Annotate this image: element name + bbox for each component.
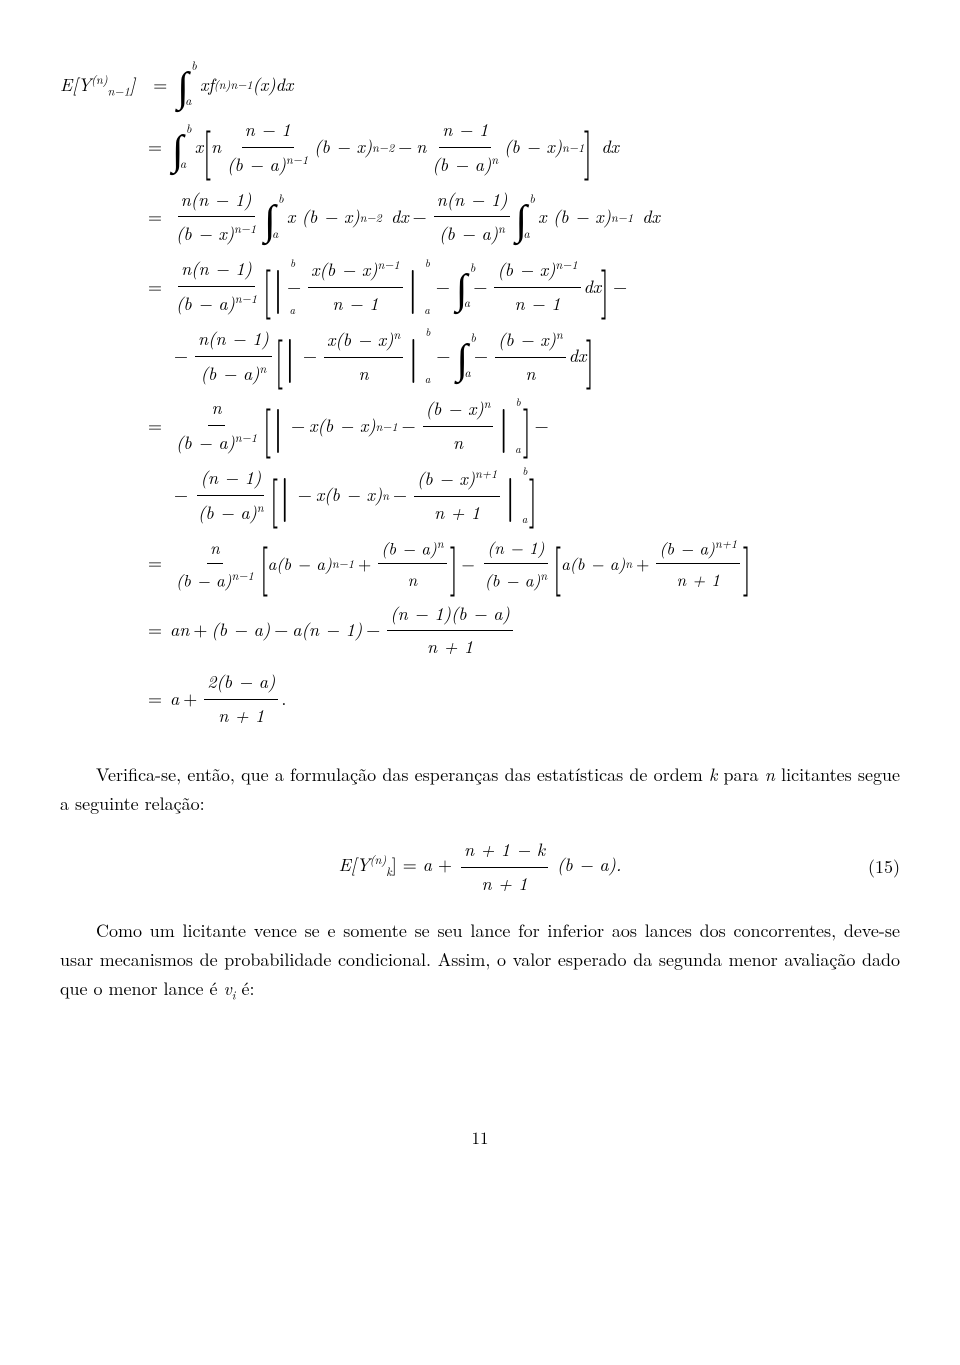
equals-sign: = [145,71,175,100]
eq15-sup: (n) [370,852,387,869]
eq-row-4: = n(n − 1)(b − a)n−1 [ |ba − x(b − x)n−1… [60,255,900,319]
equals-sign: = [140,203,170,232]
rhs-row-5: n(b − a)n−1 [ | −x(b − x)n−1 − (b − x)nn… [170,394,900,458]
equals-sign: = [140,685,170,714]
eq15-plus: + [432,853,458,878]
equals-sign: = [140,273,170,302]
eq-row-6: = n(b − a)n−1 [ a(b − a)n−1 + (b − a)nn … [60,534,900,594]
page-number: 11 [60,1124,900,1151]
eq-row-3: = n(n − 1)(b − x)n−1 ∫ba x (b − x)n−2 dx… [60,186,900,250]
integral-icon: ∫ba [456,272,468,301]
eq-row-2: = ∫ba x [ n n − 1(b − a)n−1 (b − x)n−2 −… [60,116,900,180]
main-derivation-equation: E[Y(n)n−1] = ∫ba xf(n)n−1(x)dx = ∫ba x [… [60,60,900,731]
para2-text-a: Como um licitante vence se e somente se … [60,918,900,1001]
equation-15: E[Y(n)k] = a + n + 1 − k n + 1 (b − a). … [60,836,900,899]
eq-row-1: E[Y(n)n−1] = ∫ba xf(n)n−1(x)dx [60,60,900,110]
eq15-a: a [423,853,432,878]
eq15-frac-num: n + 1 − k [461,836,548,868]
equals-sign: = [140,549,170,578]
integral-icon: ∫ba [515,203,527,232]
rhs-row-5b: − (n − 1)(b − a)n [ | −x(b − x)n − (b − … [170,464,900,528]
para2-var-v: v [224,976,232,1001]
rhs-row-7: an+(b − a)−a(n − 1)− (n − 1)(b − a)n + 1 [170,600,900,663]
equation-number-15: (15) [868,853,900,882]
eq-row-5b: − (n − 1)(b − a)n [ | −x(b − x)n − (b − … [60,464,900,528]
equals-sign: = [140,133,170,162]
lhs-sup: (n) [91,71,108,88]
eq15-frac-den: n + 1 [478,868,530,899]
eq-row-5: = n(b − a)n−1 [ | −x(b − x)n−1 − (b − x)… [60,394,900,458]
rhs-row-2: ∫ba x [ n n − 1(b − a)n−1 (b − x)n−2 −n … [170,116,900,180]
eq15-lhs: E[Y [339,853,370,878]
rhs-row-3: n(n − 1)(b − x)n−1 ∫ba x (b − x)n−2 dx −… [170,186,900,250]
rhs-row-4: n(n − 1)(b − a)n−1 [ |ba − x(b − x)n−1n … [170,255,900,319]
integral-icon: ∫ba [264,203,276,232]
para1-text-a: Verifica-se, então, que a formulação das… [96,762,709,787]
integral-icon: ∫ba [177,70,189,99]
equals-sign: = [140,616,170,645]
rhs-row-8: a+ 2(b − a)n + 1 . [170,668,830,731]
integral-icon: ∫ba [456,342,468,371]
eq-row-8: = a+ 2(b − a)n + 1 . [60,668,900,731]
eq15-rhs-b: (b − a). [557,853,621,878]
integral-icon: ∫ba [172,133,184,162]
lhs-close: ] [130,72,136,97]
eq15-close: ] = [392,853,423,878]
lhs-text: E[Y [60,72,91,97]
paragraph-2: Como um licitante vence se e somente se … [60,917,900,1004]
rhs-row-4b: − n(n − 1)(b − a)n [ | − x(b − x)nn |ba … [170,325,900,389]
eq-row-7: = an+(b − a)−a(n − 1)− (n − 1)(b − a)n +… [60,600,900,663]
equals-sign: = [140,412,170,441]
equation-lhs: E[Y(n)n−1] [60,70,145,101]
para1-var-k: k [709,762,717,787]
paragraph-1: Verifica-se, então, que a formulação das… [60,761,900,819]
eq-row-4b: − n(n − 1)(b − a)n [ | − x(b − x)nn |ba … [60,325,900,389]
rhs-row-6: n(b − a)n−1 [ a(b − a)n−1 + (b − a)nn ] … [170,534,900,594]
para2-text-b: é: [235,976,254,1001]
rhs-row-1: ∫ba xf(n)n−1(x)dx [175,70,900,99]
para1-var-n: n [765,762,775,787]
lhs-sub: n−1 [108,82,130,99]
para1-text-b: para [717,762,765,787]
